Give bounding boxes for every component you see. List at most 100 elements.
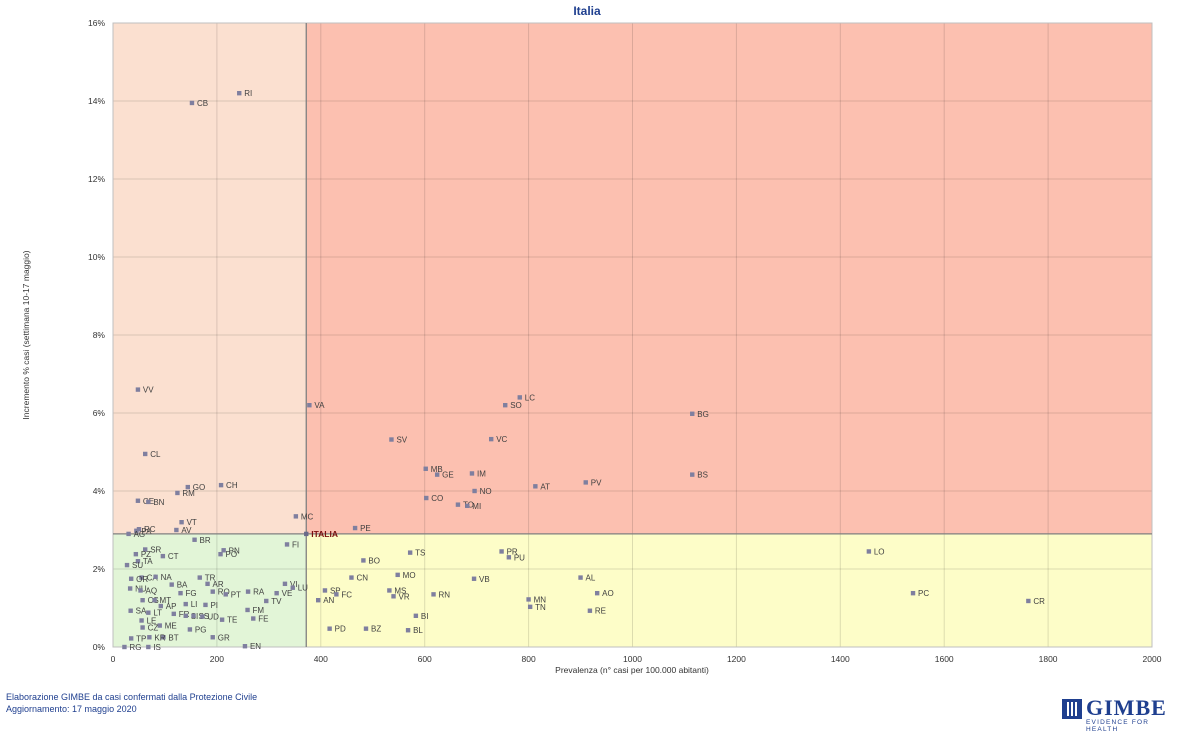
data-point-label: CN: [356, 574, 368, 583]
data-point-marker: [219, 617, 225, 622]
data-point-marker: [488, 436, 494, 442]
data-point-label: RM: [182, 489, 195, 498]
data-point-label: PU: [514, 553, 525, 562]
data-point-label: PR: [507, 547, 518, 556]
data-point-label: BI: [421, 612, 429, 621]
data-point-marker: [587, 608, 593, 613]
data-point-label: UD: [207, 613, 219, 622]
y-tick-label: 4%: [93, 486, 106, 496]
data-point-label: MT: [160, 596, 172, 605]
x-tick-label: 400: [314, 654, 328, 664]
data-point-marker: [349, 575, 354, 580]
footer-updated: Aggiornamento: 17 maggio 2020: [6, 704, 137, 714]
data-point-label: BZ: [371, 625, 381, 634]
data-point-label: TN: [535, 603, 546, 612]
data-point-label: AT: [540, 482, 550, 491]
data-point-label: MS: [394, 586, 406, 595]
data-point-marker: [434, 472, 440, 477]
data-point-marker: [189, 100, 195, 106]
data-point-marker: [136, 527, 142, 532]
data-point-label: FG: [186, 589, 197, 598]
data-point-marker: [284, 542, 290, 547]
data-point-marker: [237, 91, 242, 96]
data-point-marker: [171, 611, 176, 617]
data-point-marker: [134, 528, 139, 533]
data-point-marker: [192, 537, 197, 542]
data-point-label: PA: [141, 527, 152, 536]
data-point-label: RA: [253, 588, 265, 597]
data-point-marker: [218, 551, 223, 557]
data-point-label: FE: [258, 615, 268, 624]
data-point-label: RC: [144, 525, 156, 534]
data-point-label: AL: [586, 574, 596, 583]
data-point-marker: [200, 614, 205, 619]
data-point-marker: [866, 549, 872, 554]
data-point-marker: [161, 635, 166, 640]
data-point-label: RG: [129, 643, 141, 652]
data-point-label: VB: [479, 575, 490, 584]
data-point-marker: [183, 613, 188, 618]
data-point-label: PG: [195, 625, 207, 634]
data-point-marker: [282, 581, 288, 587]
data-point-marker: [472, 488, 477, 494]
x-tick-label: 1200: [727, 654, 746, 664]
data-point-marker: [138, 588, 143, 593]
data-point-label: VA: [314, 401, 325, 410]
data-point-marker: [469, 471, 475, 476]
data-point-label: IM: [477, 469, 486, 478]
data-point-label: VE: [282, 589, 293, 598]
data-point-marker: [251, 616, 256, 621]
x-tick-label: 1800: [1039, 654, 1058, 664]
data-point-marker: [133, 551, 139, 557]
data-point-label: CR: [1033, 597, 1045, 606]
data-point-marker: [147, 635, 152, 640]
data-point-marker: [210, 635, 215, 640]
data-point-label: PI: [210, 601, 218, 610]
data-point-marker: [152, 598, 157, 603]
data-point-marker: [185, 484, 191, 490]
data-point-label: LI: [191, 600, 198, 609]
data-point-marker: [175, 490, 180, 496]
data-point-label: KR: [154, 633, 165, 642]
data-point-marker: [126, 531, 131, 537]
data-point-marker: [128, 576, 134, 581]
data-point-marker: [361, 558, 366, 563]
y-axis-ticks: 0% 2% 4% 6% 8% 10% 12% 14% 16%: [88, 18, 105, 652]
data-point-label: VC: [496, 435, 507, 444]
data-point-marker: [218, 482, 224, 488]
data-point-marker: [503, 403, 508, 408]
data-point-marker: [578, 575, 583, 580]
data-point-marker: [139, 575, 144, 580]
data-point-label: SP: [330, 586, 341, 595]
data-point-label: BS: [697, 471, 708, 480]
quadrant-backgrounds: [113, 23, 1152, 647]
data-point-marker: [157, 623, 162, 628]
data-point-label: AP: [166, 602, 177, 611]
data-point-label: AQ: [146, 586, 158, 595]
x-tick-label: 2000: [1143, 654, 1162, 664]
logo-mark-icon: [1062, 699, 1082, 719]
data-point-label: FC: [341, 590, 352, 599]
data-point-label: NO: [480, 487, 492, 496]
data-point-marker: [140, 625, 145, 630]
footer-source: Elaborazione GIMBE da casi confermati da…: [6, 692, 258, 702]
data-point-label: TP: [136, 634, 146, 643]
data-point-label: BG: [697, 410, 709, 419]
data-point-marker: [122, 644, 127, 650]
data-point-marker: [160, 553, 166, 559]
data-point-label: CZ: [148, 624, 159, 633]
data-point-marker: [158, 603, 163, 609]
data-point-label: FI: [292, 540, 299, 549]
data-point-label: FM: [253, 606, 265, 615]
x-tick-label: 200: [210, 654, 224, 664]
data-point-label: RO: [218, 588, 230, 597]
reference-point-marker: [304, 531, 309, 537]
data-point-label: BA: [177, 581, 188, 590]
data-point-marker: [245, 589, 251, 594]
data-point-label: PZ: [141, 550, 151, 559]
y-tick-label: 14%: [88, 96, 105, 106]
data-point-label: PT: [231, 590, 241, 599]
chart-title: Italia: [573, 4, 601, 18]
data-point-marker: [363, 626, 369, 631]
